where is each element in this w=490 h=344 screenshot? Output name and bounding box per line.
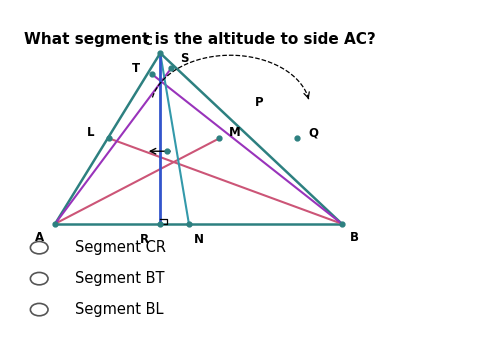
Text: C: C xyxy=(143,35,152,47)
Text: Q: Q xyxy=(308,126,318,139)
Text: L: L xyxy=(86,126,94,139)
Text: Segment BT: Segment BT xyxy=(74,271,164,286)
Text: A: A xyxy=(35,231,44,244)
Text: B: B xyxy=(350,231,359,244)
Text: T: T xyxy=(132,62,141,75)
Text: R: R xyxy=(140,233,149,246)
Text: P: P xyxy=(255,96,263,109)
Text: N: N xyxy=(194,233,203,246)
Text: What segment is the altitude to side AC?: What segment is the altitude to side AC? xyxy=(24,32,376,46)
Text: Segment CR: Segment CR xyxy=(74,240,166,255)
Text: M: M xyxy=(229,126,241,139)
Text: S: S xyxy=(180,52,188,65)
Text: Segment BL: Segment BL xyxy=(74,302,163,317)
